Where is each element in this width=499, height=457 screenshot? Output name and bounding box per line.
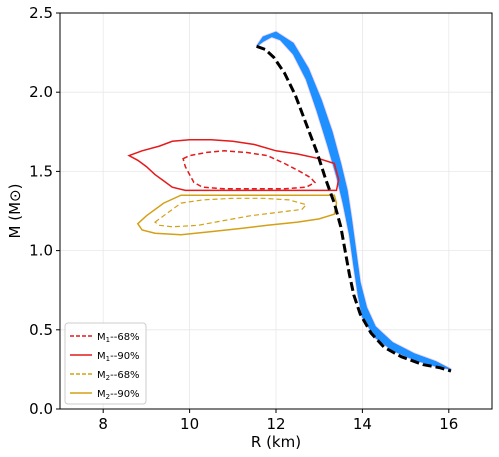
x-tick-label: 16 xyxy=(439,415,458,433)
mass-contours xyxy=(127,138,340,236)
y-tick-label: 2.5 xyxy=(29,4,53,22)
band-halo xyxy=(255,30,452,371)
legend-label: M2--90% xyxy=(97,389,140,401)
y-tick-label: 2.0 xyxy=(29,83,53,101)
eos-posterior-band xyxy=(255,30,452,371)
band-fill xyxy=(256,31,452,370)
m1-90-contour xyxy=(127,138,340,192)
best-fit-line xyxy=(256,44,452,373)
legend: M1--68% M1--90% M2--68% M2--90% xyxy=(64,322,147,405)
x-axis-label: R (km) xyxy=(251,433,301,451)
legend-label: M2--68% xyxy=(97,370,140,382)
best-fit-curve xyxy=(256,44,452,373)
x-tick-label: 10 xyxy=(180,415,199,433)
y-tick-label: 1.0 xyxy=(29,242,53,260)
y-tick-label: 0.0 xyxy=(29,400,53,418)
y-tick-label: 0.5 xyxy=(29,321,53,339)
x-tick-label: 8 xyxy=(98,415,108,433)
legend-label: M1--68% xyxy=(97,332,140,344)
y-axis-label: M (M⊙) xyxy=(6,184,24,239)
x-tick-label: 14 xyxy=(353,415,372,433)
m2-90-contour xyxy=(136,194,338,236)
m2-68-contour xyxy=(153,197,308,228)
legend-label: M1--90% xyxy=(97,351,140,363)
m1-68-contour xyxy=(182,150,317,190)
y-tick-label: 1.5 xyxy=(29,162,53,180)
x-tick-label: 12 xyxy=(266,415,285,433)
y-axis-ticks: 0.0 0.5 1.0 1.5 2.0 2.5 xyxy=(29,4,60,418)
x-axis-ticks: 8 10 12 14 16 xyxy=(98,409,458,433)
legend-box xyxy=(64,322,147,405)
